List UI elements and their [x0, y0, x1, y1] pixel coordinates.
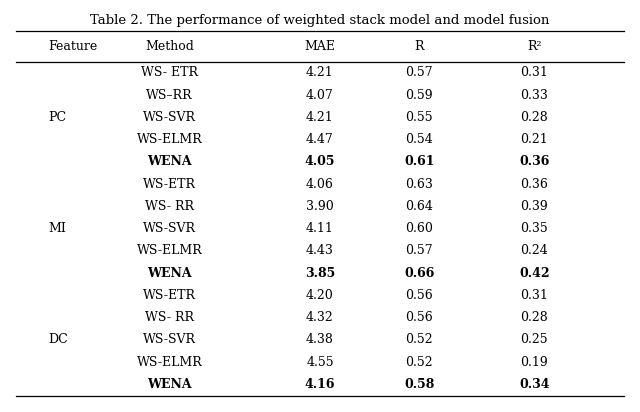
- Text: WENA: WENA: [147, 155, 192, 169]
- Text: WS-ETR: WS-ETR: [143, 178, 196, 191]
- Text: PC: PC: [48, 111, 66, 124]
- Text: 4.06: 4.06: [306, 178, 334, 191]
- Text: 4.21: 4.21: [306, 66, 334, 80]
- Text: 3.85: 3.85: [305, 267, 335, 280]
- Text: 4.55: 4.55: [306, 356, 334, 369]
- Text: MAE: MAE: [305, 40, 335, 53]
- Text: MI: MI: [48, 222, 66, 235]
- Text: 0.63: 0.63: [405, 178, 433, 191]
- Text: R: R: [415, 40, 424, 53]
- Text: 4.47: 4.47: [306, 133, 334, 146]
- Text: 0.31: 0.31: [520, 66, 548, 80]
- Text: 4.07: 4.07: [306, 89, 334, 102]
- Text: WS–RR: WS–RR: [147, 89, 193, 102]
- Text: 0.58: 0.58: [404, 378, 435, 391]
- Text: WS- RR: WS- RR: [145, 200, 194, 213]
- Text: 0.28: 0.28: [520, 111, 548, 124]
- Text: 4.32: 4.32: [306, 311, 334, 324]
- Text: 0.21: 0.21: [520, 133, 548, 146]
- Text: 0.54: 0.54: [405, 133, 433, 146]
- Text: WS-ELMR: WS-ELMR: [137, 356, 202, 369]
- Text: 0.28: 0.28: [520, 311, 548, 324]
- Text: 0.56: 0.56: [405, 311, 433, 324]
- Text: 0.61: 0.61: [404, 155, 435, 169]
- Text: 3.90: 3.90: [306, 200, 334, 213]
- Text: Method: Method: [145, 40, 194, 53]
- Text: WS- RR: WS- RR: [145, 311, 194, 324]
- Text: 0.24: 0.24: [520, 244, 548, 258]
- Text: 0.36: 0.36: [520, 178, 548, 191]
- Text: 0.52: 0.52: [405, 333, 433, 346]
- Text: 0.56: 0.56: [405, 289, 433, 302]
- Text: 4.21: 4.21: [306, 111, 334, 124]
- Text: DC: DC: [48, 333, 68, 346]
- Text: WENA: WENA: [147, 378, 192, 391]
- Text: 0.66: 0.66: [404, 267, 435, 280]
- Text: 4.38: 4.38: [306, 333, 334, 346]
- Text: 0.57: 0.57: [405, 66, 433, 80]
- Text: WS-SVR: WS-SVR: [143, 333, 196, 346]
- Text: Feature: Feature: [48, 40, 97, 53]
- Text: WS-ELMR: WS-ELMR: [137, 133, 202, 146]
- Text: 0.52: 0.52: [405, 356, 433, 369]
- Text: 0.34: 0.34: [519, 378, 550, 391]
- Text: 4.05: 4.05: [305, 155, 335, 169]
- Text: 0.31: 0.31: [520, 289, 548, 302]
- Text: 0.19: 0.19: [520, 356, 548, 369]
- Text: 4.11: 4.11: [306, 222, 334, 235]
- Text: 0.57: 0.57: [405, 244, 433, 258]
- Text: WENA: WENA: [147, 267, 192, 280]
- Text: Table 2. The performance of weighted stack model and model fusion: Table 2. The performance of weighted sta…: [90, 14, 550, 28]
- Text: WS- ETR: WS- ETR: [141, 66, 198, 80]
- Text: WS-SVR: WS-SVR: [143, 222, 196, 235]
- Text: WS-SVR: WS-SVR: [143, 111, 196, 124]
- Text: 0.55: 0.55: [405, 111, 433, 124]
- Text: WS-ELMR: WS-ELMR: [137, 244, 202, 258]
- Text: 0.39: 0.39: [520, 200, 548, 213]
- Text: 0.25: 0.25: [520, 333, 548, 346]
- Text: 0.42: 0.42: [519, 267, 550, 280]
- Text: 4.20: 4.20: [306, 289, 334, 302]
- Text: 0.59: 0.59: [405, 89, 433, 102]
- Text: 0.60: 0.60: [405, 222, 433, 235]
- Text: 0.64: 0.64: [405, 200, 433, 213]
- Text: 0.36: 0.36: [519, 155, 550, 169]
- Text: 4.16: 4.16: [305, 378, 335, 391]
- Text: R²: R²: [527, 40, 541, 53]
- Text: WS-ETR: WS-ETR: [143, 289, 196, 302]
- Text: 0.35: 0.35: [520, 222, 548, 235]
- Text: 0.33: 0.33: [520, 89, 548, 102]
- Text: 4.43: 4.43: [306, 244, 334, 258]
